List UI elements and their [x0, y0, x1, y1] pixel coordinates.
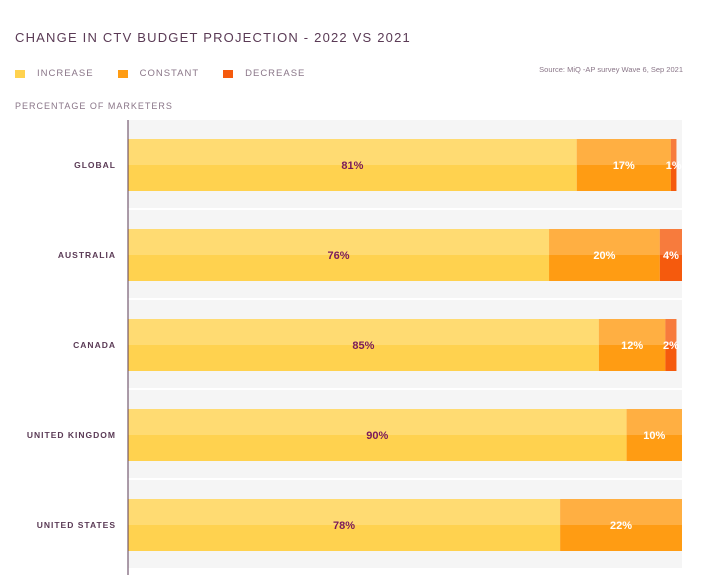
- legend-label-increase: INCREASE: [37, 68, 94, 79]
- legend-swatch-increase: [15, 69, 25, 78]
- bar-global-increase: [128, 139, 577, 191]
- legend-item-decrease: DECREASE: [223, 68, 305, 79]
- value-label-australia-constant: 20%: [593, 250, 615, 262]
- bar-australia-increase: [128, 229, 550, 281]
- value-label-australia-decrease: 4%: [663, 250, 679, 262]
- category-label-global: GLOBAL: [74, 160, 116, 170]
- bar-united-states-increase: [128, 499, 561, 551]
- bar-australia-decrease: [659, 229, 682, 281]
- category-label-australia: AUSTRALIA: [58, 250, 116, 260]
- legend-label-decrease: DECREASE: [245, 68, 306, 79]
- bar-united-states-constant: [560, 499, 682, 551]
- value-label-australia-increase: 76%: [328, 250, 350, 262]
- chart-title: CHANGE IN CTV BUDGET PROJECTION - 2022 V…: [15, 30, 411, 45]
- value-label-united-kingdom-increase: 90%: [366, 430, 388, 442]
- bar-highlight-australia-decrease: [659, 229, 682, 255]
- bar-highlight-global-constant: [576, 139, 671, 165]
- bar-highlight-united-states-constant: [560, 499, 682, 525]
- legend-item-constant: CONSTANT: [117, 68, 200, 79]
- value-label-canada-increase: 85%: [352, 340, 374, 352]
- bar-highlight-united-states-increase: [128, 499, 561, 525]
- legend-label-constant: CONSTANT: [139, 68, 200, 79]
- bar-highlight-australia-constant: [549, 229, 660, 255]
- source-note: Source: MiQ -AP survey Wave 6, Sep 2021: [539, 65, 683, 74]
- bar-canada-constant: [598, 319, 666, 371]
- value-label-canada-decrease: 2%: [663, 340, 679, 352]
- category-label-united-states: UNITED STATES: [37, 520, 116, 530]
- bar-highlight-global-increase: [128, 139, 577, 165]
- axis-note: PERCENTAGE OF MARKETERS: [15, 101, 173, 111]
- bar-united-kingdom-constant: [626, 409, 682, 461]
- bar-global-constant: [576, 139, 671, 191]
- value-label-united-kingdom-constant: 10%: [643, 430, 665, 442]
- value-label-global-increase: 81%: [341, 160, 363, 172]
- bar-united-kingdom-increase: [128, 409, 627, 461]
- value-label-united-states-increase: 78%: [333, 520, 355, 532]
- bar-highlight-united-kingdom-increase: [128, 409, 627, 435]
- category-label-canada: CANADA: [73, 340, 116, 350]
- bar-highlight-global-decrease: [670, 139, 677, 165]
- value-label-canada-constant: 12%: [621, 340, 643, 352]
- value-label-united-states-constant: 22%: [610, 520, 632, 532]
- bar-australia-constant: [549, 229, 660, 281]
- bar-canada-decrease: [665, 319, 677, 371]
- legend: INCREASE CONSTANT DECREASE: [15, 68, 329, 79]
- bar-highlight-canada-increase: [128, 319, 599, 345]
- bar-highlight-canada-constant: [598, 319, 666, 345]
- value-label-global-decrease: 1%: [666, 160, 682, 172]
- category-label-united-kingdom: UNITED KINGDOM: [27, 430, 116, 440]
- bar-global-decrease: [670, 139, 677, 191]
- bar-highlight-canada-decrease: [665, 319, 677, 345]
- legend-swatch-constant: [117, 69, 128, 78]
- value-label-global-constant: 17%: [613, 160, 635, 172]
- bar-highlight-united-kingdom-constant: [626, 409, 682, 435]
- legend-item-increase: INCREASE: [15, 68, 94, 79]
- bar-highlight-australia-increase: [128, 229, 550, 255]
- bar-canada-increase: [128, 319, 599, 371]
- legend-swatch-decrease: [223, 69, 234, 78]
